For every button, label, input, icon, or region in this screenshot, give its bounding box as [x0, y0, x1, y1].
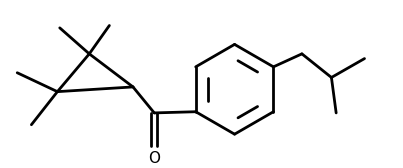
Text: O: O	[148, 151, 160, 166]
